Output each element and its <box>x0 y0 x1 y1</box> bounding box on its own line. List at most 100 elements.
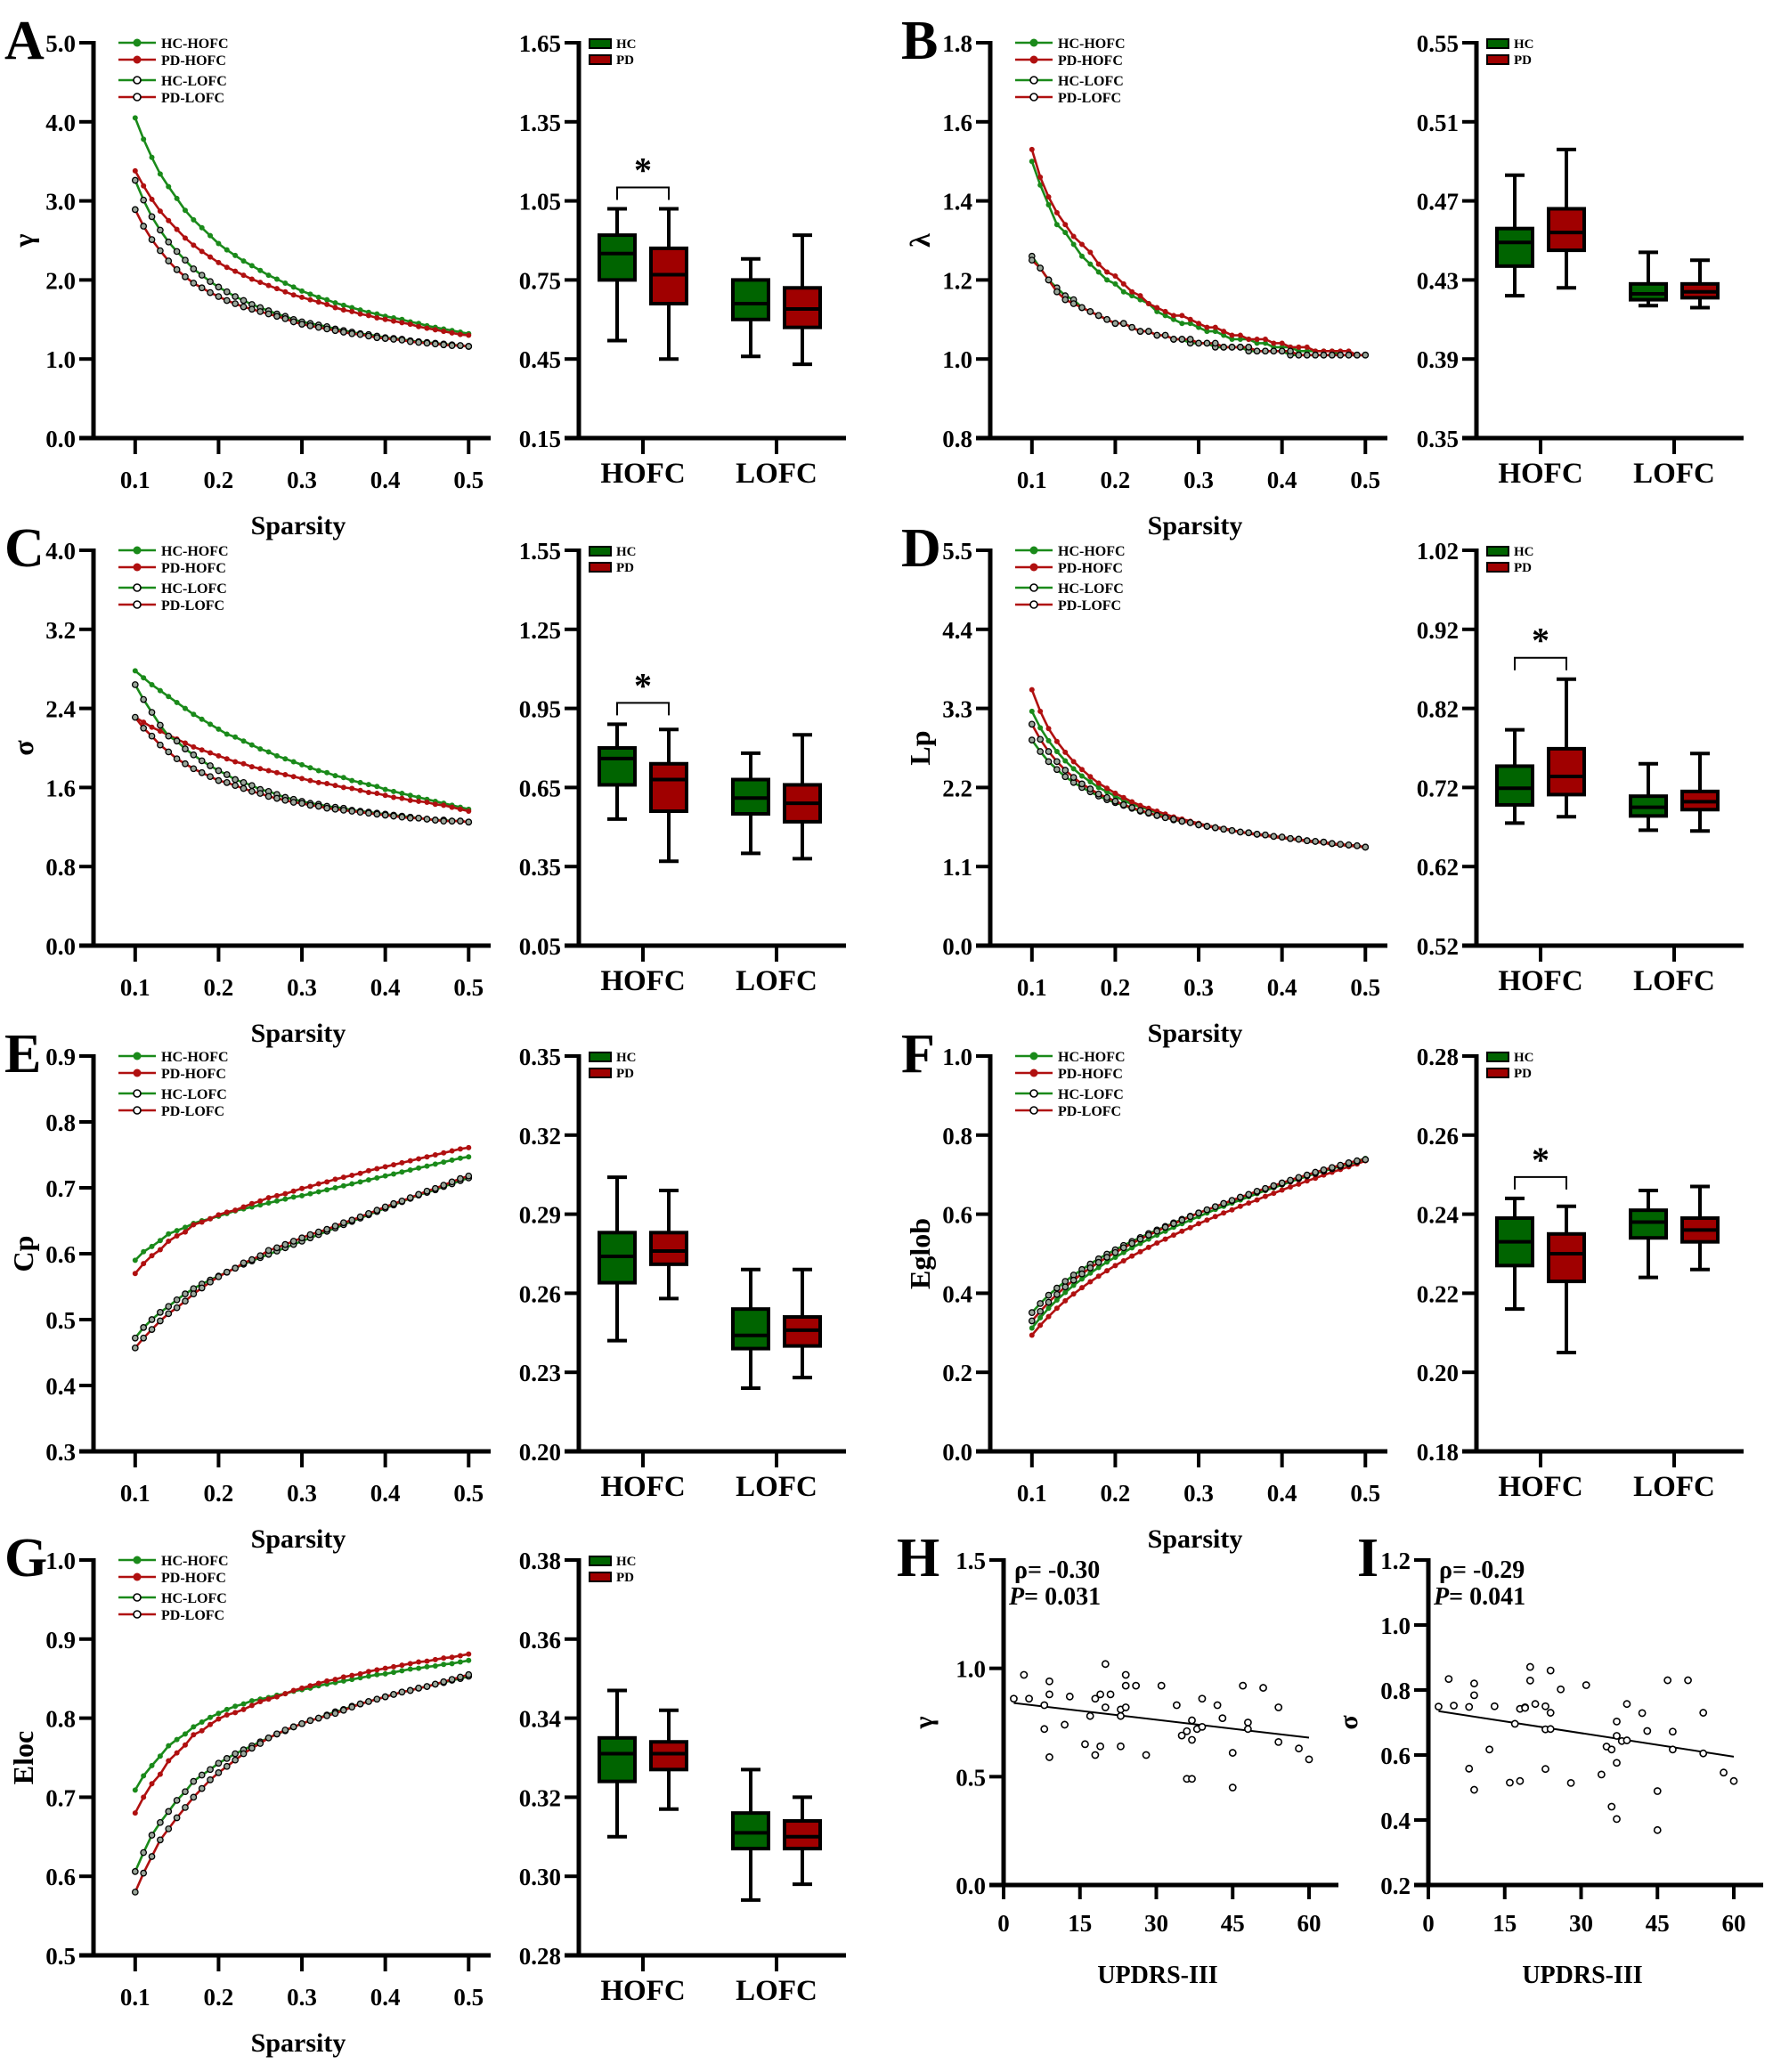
scatter-point <box>1213 1701 1222 1710</box>
legend-item-hc-lofc: HC-LOFC <box>118 581 227 597</box>
data-point <box>257 1698 264 1704</box>
data-point <box>1120 794 1126 800</box>
scatter-point <box>1699 1709 1708 1717</box>
panel-letter-e: E <box>4 1024 41 1085</box>
data-point <box>282 756 289 762</box>
data-point <box>324 1678 330 1684</box>
x-axis-title: Sparsity <box>251 1019 346 1048</box>
data-point <box>315 768 321 774</box>
data-point <box>365 1673 371 1679</box>
data-point <box>1354 1157 1361 1165</box>
legend-label: PD-LOFC <box>1058 598 1121 613</box>
data-point <box>248 787 256 795</box>
x-tick-label: 0.3 <box>1183 467 1214 493</box>
y-tick-label: 2.4 <box>45 696 76 723</box>
data-point <box>182 1229 188 1235</box>
data-point <box>1029 1325 1035 1331</box>
y-tick-label: 0.72 <box>1417 775 1459 801</box>
data-point <box>1087 249 1094 256</box>
data-point <box>215 1273 223 1280</box>
data-point <box>1087 778 1094 784</box>
box-hc-lofc <box>731 256 770 359</box>
data-point <box>390 812 397 820</box>
data-point <box>182 1804 189 1811</box>
data-point <box>1053 749 1060 755</box>
data-point <box>232 1750 239 1758</box>
data-point <box>357 1170 363 1176</box>
x-tick-label: 0.1 <box>1017 974 1047 1001</box>
y-tick-label: 0.8 <box>942 1123 972 1150</box>
legend-label: PD-HOFC <box>161 1067 226 1082</box>
scatter-point <box>1121 1681 1130 1690</box>
data-point <box>132 115 138 121</box>
legend-item-hc-lofc: HC-LOFC <box>1015 581 1124 597</box>
x-tick-label: 0.1 <box>120 1984 150 2011</box>
legend-label: PD-LOFC <box>161 1608 224 1623</box>
series-line <box>1030 1157 1366 1329</box>
data-point <box>1229 337 1235 342</box>
legend-marker-filled-icon <box>1029 1069 1038 1077</box>
y-axis-title: Cp <box>7 1236 39 1272</box>
legend-item-pd: PD <box>589 1571 634 1585</box>
data-point <box>141 1261 147 1267</box>
data-point <box>1162 1236 1168 1242</box>
data-point <box>1328 1164 1336 1172</box>
data-point <box>273 1694 280 1700</box>
data-point <box>315 299 321 305</box>
box-iqr <box>598 233 637 282</box>
data-point <box>182 256 189 264</box>
box-pd-hofc <box>649 207 688 362</box>
data-point <box>416 794 422 800</box>
data-point <box>416 1659 422 1665</box>
scatter-point <box>1663 1676 1672 1685</box>
data-point <box>1204 329 1210 335</box>
data-point <box>273 752 280 759</box>
data-point <box>415 338 422 346</box>
data-point <box>391 1162 397 1168</box>
x-axis-title: UPDRS-III <box>1097 1962 1217 1989</box>
significance-bracket: * <box>616 150 670 200</box>
data-point <box>340 1174 346 1181</box>
data-point <box>432 1662 438 1669</box>
y-tick-label: 0.6 <box>942 1202 972 1229</box>
box-legend: HC PD <box>589 1051 637 1081</box>
x-tick-label: 0.4 <box>1267 1480 1297 1507</box>
data-point <box>306 801 314 809</box>
data-point <box>1328 351 1336 359</box>
data-point <box>182 1297 189 1305</box>
box-iqr <box>731 1811 770 1851</box>
scatter-point <box>1198 1722 1207 1731</box>
legend-label: HC-HOFC <box>1058 1050 1126 1065</box>
data-point <box>265 272 272 279</box>
data-point <box>398 813 406 821</box>
data-point <box>440 1678 448 1686</box>
data-point <box>140 196 148 204</box>
data-point <box>1303 837 1311 844</box>
data-point <box>215 293 223 300</box>
legend-label: PD-LOFC <box>161 91 224 106</box>
y-tick-label: 3.2 <box>45 617 76 644</box>
scatter-point <box>1020 1670 1029 1679</box>
data-point <box>1094 1258 1102 1266</box>
data-point <box>232 268 239 274</box>
legend-label: HC-HOFC <box>1058 544 1126 559</box>
legend-label: HC-LOFC <box>161 581 227 597</box>
y-tick-label: 1.65 <box>519 30 561 57</box>
data-point <box>1203 339 1211 347</box>
data-point <box>449 1654 455 1661</box>
data-point <box>1145 301 1151 307</box>
scatter-point <box>1177 1731 1186 1740</box>
data-point <box>232 1207 239 1214</box>
data-point <box>141 1248 147 1255</box>
data-point <box>1053 1290 1061 1298</box>
data-point <box>207 1278 214 1286</box>
data-point <box>457 1659 463 1665</box>
data-point <box>148 1316 156 1323</box>
data-point <box>382 792 388 799</box>
scatter-point <box>1045 1753 1053 1761</box>
y-tick-label: 0.4 <box>45 1373 76 1400</box>
bracket-line <box>616 702 670 716</box>
y-tick-label: 3.3 <box>942 696 972 723</box>
y-tick-label: 0.65 <box>519 775 561 801</box>
scatter-point <box>1132 1681 1141 1690</box>
